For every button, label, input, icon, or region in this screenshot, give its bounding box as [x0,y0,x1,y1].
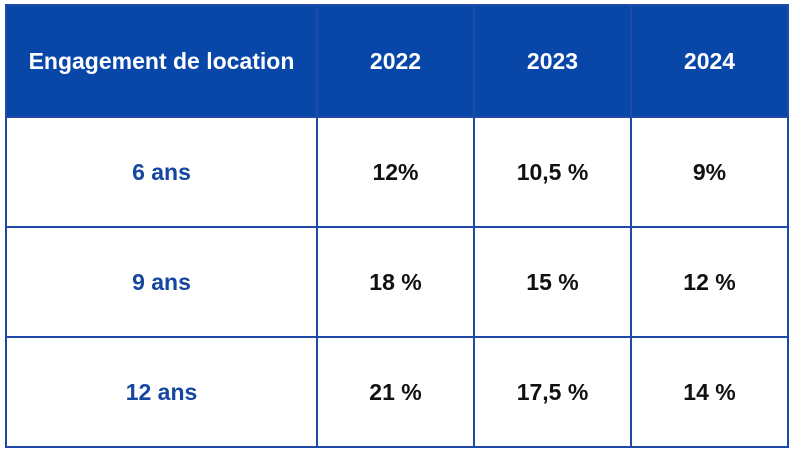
table-cell: 10,5 % [473,116,632,228]
rate-table: Engagement de location 2022 2023 2024 6 … [5,4,789,448]
table-row: 12 ans 21 % 17,5 % 14 % [5,336,789,448]
table-cell: 14 % [630,336,789,448]
row-label: 12 ans [5,336,318,448]
table-header-row: Engagement de location 2022 2023 2024 [5,4,789,118]
table-row: 6 ans 12% 10,5 % 9% [5,116,789,228]
rate-table-container: Engagement de location 2022 2023 2024 6 … [5,4,789,448]
header-year-2024: 2024 [630,4,789,118]
table-cell: 15 % [473,226,632,338]
table-cell: 12% [316,116,475,228]
table-cell: 17,5 % [473,336,632,448]
table-cell: 18 % [316,226,475,338]
row-label: 6 ans [5,116,318,228]
header-year-2023: 2023 [473,4,632,118]
table-row: 9 ans 18 % 15 % 12 % [5,226,789,338]
header-year-2022: 2022 [316,4,475,118]
header-engagement: Engagement de location [5,4,318,118]
row-label: 9 ans [5,226,318,338]
table-cell: 9% [630,116,789,228]
table-cell: 12 % [630,226,789,338]
table-cell: 21 % [316,336,475,448]
